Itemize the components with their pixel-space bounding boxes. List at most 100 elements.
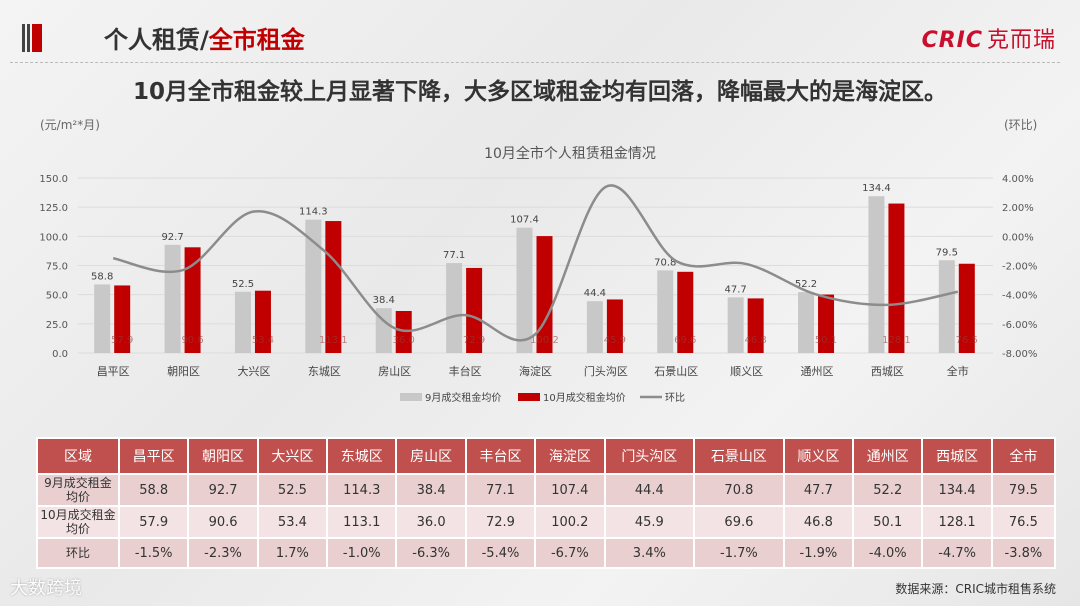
data-source: 数据来源：CRIC城市租售系统 <box>895 582 1056 596</box>
table-cell: 72.9 <box>464 505 537 539</box>
bar-sep <box>446 263 463 353</box>
y-left-tick: 75.0 <box>46 262 68 273</box>
table-cell: -1.5% <box>117 537 190 569</box>
table-cell: -4.0% <box>852 537 924 569</box>
column-header: 通州区 <box>852 437 924 475</box>
table-cell: 1.7% <box>256 537 329 569</box>
bar-oct <box>184 247 201 353</box>
table-cell: 53.4 <box>256 505 329 539</box>
section-marker-icon <box>22 24 42 52</box>
label-oct: 53.4 <box>252 335 274 346</box>
label-sep: 58.8 <box>91 271 113 282</box>
column-header: 西城区 <box>921 437 993 475</box>
label-oct: 90.6 <box>181 335 203 346</box>
label-sep: 47.7 <box>725 284 747 295</box>
cric-logo: CRIC 克而瑞 <box>922 22 1056 54</box>
table-cell: 113.1 <box>326 505 398 539</box>
table-cell: -5.4% <box>464 537 537 569</box>
table-cell: 79.5 <box>990 473 1057 507</box>
label-oct: 128.1 <box>882 335 911 346</box>
table-cell: 90.6 <box>187 505 259 539</box>
table-cell: 128.1 <box>921 505 993 539</box>
bar-oct <box>958 263 975 353</box>
label-sep: 77.1 <box>443 250 465 261</box>
y-right-tick: 2.00% <box>1002 203 1034 214</box>
bar-sep <box>164 244 181 353</box>
legend-label-sep: 9月成交租金均价 <box>425 391 501 404</box>
table-cell: 3.4% <box>603 537 696 569</box>
bar-oct <box>747 298 764 353</box>
label-oct: 113.1 <box>319 335 348 346</box>
label-oct: 100.2 <box>530 335 559 346</box>
table-cell: -6.7% <box>534 537 606 569</box>
x-tick: 房山区 <box>378 365 411 378</box>
right-axis-unit: (环比) <box>1004 118 1038 132</box>
bar-oct <box>254 290 271 353</box>
table-cell: 44.4 <box>603 473 696 507</box>
y-left-tick: 150.0 <box>39 174 68 185</box>
table-cell: -1.9% <box>782 537 855 569</box>
label-sep: 70.8 <box>654 257 676 268</box>
bar-oct <box>325 221 342 353</box>
bar-oct <box>888 203 905 353</box>
rent-chart: 0.0 -8.00% 25.0 -6.00% 50.0 -4.00% 75.0 -2.00% 1… <box>39 174 1037 404</box>
column-header: 朝阳区 <box>187 437 259 475</box>
x-tick: 西城区 <box>871 365 904 378</box>
row-label: 9月成交租金均价 <box>36 473 120 507</box>
bar-sep <box>586 301 603 353</box>
table-cell: 36.0 <box>395 505 467 539</box>
column-header: 顺义区 <box>782 437 855 475</box>
bar-sep <box>305 219 322 353</box>
label-sep: 52.5 <box>232 279 254 290</box>
bar-sep <box>234 291 251 353</box>
label-oct: 50.1 <box>815 335 837 346</box>
y-left-tick: 25.0 <box>46 320 68 331</box>
label-oct: 36.0 <box>393 335 415 346</box>
y-left-tick: 0.0 <box>52 349 68 360</box>
table-cell: 107.4 <box>534 473 606 507</box>
column-header: 石景山区 <box>693 437 785 475</box>
table-cell: 38.4 <box>395 473 467 507</box>
table-cell: 50.1 <box>852 505 924 539</box>
table-cell: 52.2 <box>852 473 924 507</box>
bar-sep <box>798 292 815 353</box>
table-cell: -3.8% <box>990 537 1057 569</box>
y-right-tick: -6.00% <box>1002 320 1037 331</box>
x-tick: 通州区 <box>801 365 834 378</box>
y-right-tick: -2.00% <box>1002 262 1037 273</box>
label-oct: 46.8 <box>745 335 767 346</box>
table-cell: 69.6 <box>693 505 785 539</box>
bar-oct <box>677 271 694 353</box>
table-cell: 70.8 <box>693 473 785 507</box>
column-header: 大兴区 <box>256 437 329 475</box>
table-header-row: 区域 昌平区 朝阳区 大兴区 东城区 房山区 丰台区 海淀区 门头沟区 石景山区 顺义区 通州区 西城区… <box>36 437 1057 475</box>
label-oct: 76.5 <box>956 335 978 346</box>
y-left-tick: 100.0 <box>39 232 68 243</box>
x-tick: 顺义区 <box>730 365 763 378</box>
table-cell: 92.7 <box>187 473 259 507</box>
left-axis-unit: (元/m²*月) <box>40 118 100 132</box>
x-tick: 东城区 <box>308 365 341 378</box>
x-tick: 全市 <box>947 364 969 378</box>
y-right-tick: -4.00% <box>1002 291 1037 302</box>
table-cell: 52.5 <box>256 473 329 507</box>
table-cell: 47.7 <box>782 473 855 507</box>
x-tick: 石景山区 <box>654 365 698 378</box>
page-title: 个人租赁/全市租金 <box>104 20 305 55</box>
bar-oct <box>818 294 835 353</box>
x-tick: 丰台区 <box>449 364 482 378</box>
row-header-label: 区域 <box>36 437 120 475</box>
column-header: 丰台区 <box>464 437 537 475</box>
x-tick: 大兴区 <box>237 364 270 378</box>
y-right-tick: 4.00% <box>1002 174 1034 185</box>
table-cell: -2.3% <box>187 537 259 569</box>
table-cell: -1.0% <box>326 537 398 569</box>
label-sep: 79.5 <box>936 247 958 258</box>
label-oct: 69.6 <box>674 335 696 346</box>
x-tick: 昌平区 <box>97 365 130 378</box>
rent-table: 区域 昌平区 朝阳区 大兴区 东城区 房山区 丰台区 海淀区 门头沟区 石景山区 顺义区 通州区 西城区… <box>36 437 1057 569</box>
bar-oct <box>466 267 483 353</box>
bar-sep <box>516 227 533 353</box>
table-cell: 77.1 <box>464 473 537 507</box>
legend-label-mom: 环比 <box>665 392 685 404</box>
